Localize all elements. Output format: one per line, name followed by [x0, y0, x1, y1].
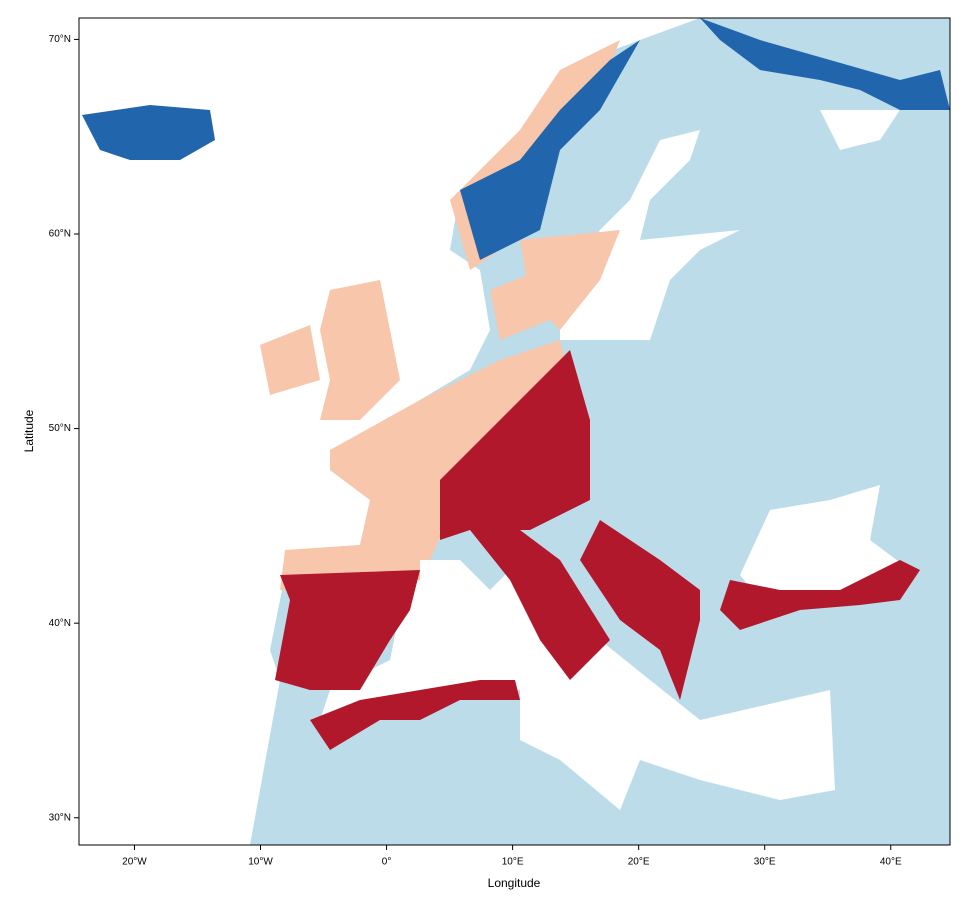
x-tick-label: 20°W — [122, 857, 147, 868]
y-tick-label: 60°N — [49, 229, 71, 240]
central-europe — [440, 350, 590, 540]
great-britain — [320, 280, 400, 420]
mediterranean — [320, 560, 835, 810]
denmark — [490, 270, 550, 340]
map-area — [79, 18, 950, 845]
white-sea — [820, 110, 900, 150]
x-tick-label: 0° — [382, 857, 392, 868]
black-sea — [740, 485, 910, 600]
y-axis-title: Latitude — [22, 409, 36, 452]
france — [330, 340, 570, 560]
italy — [470, 530, 610, 680]
scandes — [460, 40, 640, 260]
baltic — [560, 130, 740, 340]
y-tick-label: 40°N — [49, 618, 71, 629]
anatolia-north — [720, 560, 920, 630]
x-axis-title: Longitude — [488, 876, 541, 890]
iberia — [275, 570, 420, 690]
y-tick-label: 30°N — [49, 812, 71, 823]
y-tick-label: 50°N — [49, 423, 71, 434]
north-africa — [310, 680, 520, 750]
balkans — [580, 520, 700, 700]
x-tick-label: 10°W — [248, 857, 273, 868]
x-tick-label: 30°E — [754, 857, 776, 868]
iceland — [82, 105, 215, 160]
north-east — [700, 18, 950, 110]
x-tick-label: 10°E — [502, 857, 524, 868]
x-tick-label: 40°E — [880, 857, 902, 868]
plot-frame — [78, 17, 951, 846]
ireland — [260, 325, 320, 395]
x-tick-label: 20°E — [628, 857, 650, 868]
y-tick-label: 70°N — [49, 34, 71, 45]
